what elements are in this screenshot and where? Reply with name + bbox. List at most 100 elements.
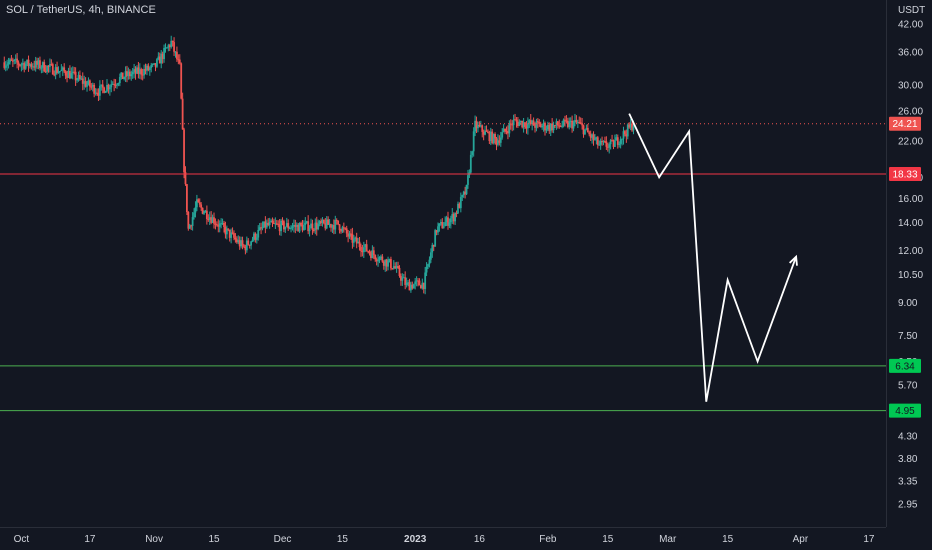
candle-body bbox=[255, 237, 258, 240]
candle-body bbox=[83, 81, 86, 84]
candle-body bbox=[377, 260, 379, 262]
candle-body bbox=[512, 119, 515, 126]
time-tick-label: 16 bbox=[474, 534, 486, 545]
candle-body bbox=[397, 266, 399, 268]
candle-body bbox=[611, 140, 613, 142]
candle-body bbox=[67, 70, 70, 78]
candle-body bbox=[46, 65, 48, 72]
candle-body bbox=[429, 252, 432, 260]
candle-body bbox=[588, 132, 591, 135]
candle-body bbox=[531, 120, 534, 125]
candle-body bbox=[625, 134, 628, 137]
candle-body bbox=[532, 120, 535, 126]
candle-body bbox=[465, 184, 468, 195]
projection-line bbox=[628, 113, 797, 402]
candle-body bbox=[551, 123, 554, 131]
candle-body bbox=[260, 227, 262, 229]
candle-body bbox=[604, 141, 606, 143]
candle-body bbox=[331, 225, 334, 228]
candle-body bbox=[409, 284, 412, 291]
candle-body bbox=[561, 125, 564, 127]
candle-body bbox=[362, 247, 365, 253]
candle-body bbox=[324, 223, 327, 229]
candle-body bbox=[448, 222, 451, 226]
candle-body bbox=[629, 123, 632, 128]
candle-body bbox=[589, 134, 592, 138]
candle-body bbox=[140, 69, 143, 75]
candle-body bbox=[56, 67, 58, 73]
candle-body bbox=[210, 217, 213, 223]
candle-body bbox=[302, 224, 305, 231]
candle-body bbox=[592, 134, 595, 140]
price-axis[interactable]: USDT42.0036.0030.0026.0022.0018.0016.001… bbox=[887, 0, 932, 550]
candle-body bbox=[71, 71, 74, 73]
candle-body bbox=[274, 223, 277, 225]
candle-body bbox=[431, 244, 434, 253]
candle-body bbox=[301, 224, 304, 231]
candle-body bbox=[432, 244, 435, 247]
candle-body bbox=[138, 69, 141, 74]
projection-path[interactable] bbox=[628, 113, 798, 402]
candle-body bbox=[609, 140, 612, 145]
candle-body bbox=[380, 256, 382, 258]
candle-body bbox=[529, 120, 532, 125]
candle-body bbox=[263, 221, 265, 228]
candle-body bbox=[184, 172, 187, 185]
candle-body bbox=[502, 128, 505, 133]
candle-body bbox=[17, 62, 20, 65]
candle-body bbox=[243, 245, 245, 247]
candle-body bbox=[311, 223, 314, 230]
candle-body bbox=[197, 199, 200, 203]
candle-body bbox=[495, 138, 498, 145]
candle-body bbox=[564, 119, 566, 121]
candle-body bbox=[477, 124, 479, 129]
candle-body bbox=[97, 93, 100, 96]
candle-body bbox=[314, 222, 317, 231]
candle-body bbox=[584, 129, 586, 135]
candle-body bbox=[180, 63, 183, 99]
time-axis[interactable]: Oct 17 Nov 15 Dec 15 2023 16 Feb 15 Mar 15 Apr 17 bbox=[14, 534, 875, 545]
candle-body bbox=[291, 226, 294, 228]
candle-body bbox=[170, 40, 173, 48]
candle-body bbox=[156, 59, 158, 67]
level-18.33-badge bbox=[889, 166, 921, 181]
candle-body bbox=[308, 228, 311, 232]
current-price-badge bbox=[889, 116, 921, 131]
level-4.95-label: 4.95 bbox=[895, 406, 915, 417]
candle-body bbox=[148, 67, 151, 71]
horizontal-lines[interactable] bbox=[0, 123, 886, 412]
candle-body bbox=[554, 125, 556, 127]
candle-body bbox=[19, 64, 21, 66]
candle-body bbox=[566, 120, 569, 127]
candle-body bbox=[225, 228, 228, 235]
candle-body bbox=[382, 261, 385, 266]
candle-body bbox=[549, 123, 552, 131]
candle-body bbox=[173, 42, 175, 52]
candle-body bbox=[154, 63, 157, 67]
candle-body bbox=[126, 71, 128, 77]
candle-body bbox=[534, 125, 536, 128]
candle-body bbox=[275, 223, 278, 225]
currency-label: USDT bbox=[898, 5, 925, 16]
candle-body bbox=[452, 213, 455, 222]
candle-body bbox=[146, 65, 148, 71]
candle-body bbox=[320, 221, 322, 224]
candle-body bbox=[427, 264, 429, 267]
candle-body bbox=[39, 60, 41, 69]
candle-body bbox=[621, 138, 623, 140]
candle-body bbox=[153, 63, 155, 65]
candle-body bbox=[374, 255, 377, 260]
candle-body bbox=[419, 285, 422, 289]
candle-body bbox=[598, 144, 601, 146]
candle-body bbox=[347, 233, 350, 237]
candle-body bbox=[536, 121, 539, 123]
time-tick-label: 2023 bbox=[404, 534, 427, 545]
candle-body bbox=[447, 217, 449, 226]
candle-body bbox=[434, 230, 437, 247]
candle-body bbox=[43, 62, 46, 72]
candle-body bbox=[437, 226, 439, 233]
candle-body bbox=[488, 132, 491, 142]
level-4.95-badge bbox=[889, 403, 921, 418]
candle-body bbox=[27, 59, 30, 66]
